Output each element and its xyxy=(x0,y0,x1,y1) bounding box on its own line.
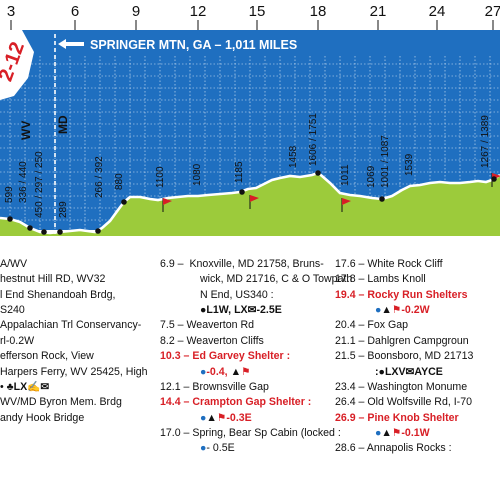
waypoint-row: N End, US340 : xyxy=(200,288,274,301)
waypoint-row: 17.0 – Spring, Bear Sp Cabin (locked : xyxy=(160,426,341,439)
services-symbols: ♣LX✍✉ xyxy=(6,380,50,393)
mile-tick-label: 15 xyxy=(249,3,266,20)
waypoint-row: 17.6 – White Rock Cliff xyxy=(335,258,443,270)
waypoint-row: 28.6 – Annapolis Rocks : xyxy=(335,442,452,455)
water-icon: ● xyxy=(375,426,382,439)
elevation-label: 880 xyxy=(114,173,125,190)
waypoint-dot xyxy=(121,199,127,205)
mile-tick-label: 27 xyxy=(485,3,500,20)
elevation-label: 1606 / 1751 xyxy=(308,113,319,166)
waypoint-row: A/WV xyxy=(0,258,28,270)
waypoint-row: rl-0.2W xyxy=(0,334,35,347)
waypoint-row: 26.4 – Old Wolfsville Rd, I-70 xyxy=(335,396,472,409)
mile-tick-label: 3 xyxy=(7,3,15,20)
mile-tick-label: 6 xyxy=(71,3,79,20)
services-icons: ●▲⚑-0.3E xyxy=(200,411,252,424)
state-label-wv: WV xyxy=(19,121,33,140)
waypoint-row: 17.8 – Lambs Knoll xyxy=(335,273,426,286)
shelter-row: 19.4 – Rocky Run Shelters xyxy=(335,288,468,301)
waypoint-row: efferson Rock, View xyxy=(0,350,94,363)
waypoint-row: Harpers Ferry, WV 25425, High xyxy=(0,365,148,378)
waypoint-row: S240 xyxy=(0,304,25,317)
waypoint-column-left: A/WV hestnut Hill RD, WV32 l End Shenand… xyxy=(0,257,148,426)
elevation-label: 1011 xyxy=(340,164,351,186)
shelter-flag-icon: ⚑ xyxy=(216,411,227,424)
elevation-label: 1185 xyxy=(234,161,245,183)
elevation-terrain xyxy=(0,173,500,250)
waypoint-row: 7.5 – Weaverton Rd xyxy=(160,319,255,332)
mile-tick-label: 18 xyxy=(310,3,327,20)
svg-text:SPRINGER MTN, GA – 1,011 MILES: SPRINGER MTN, GA – 1,011 MILES xyxy=(90,38,297,52)
shelter-row: 26.9 – Pine Knob Shelter xyxy=(335,411,459,424)
shelter-row: 14.4 – Crampton Gap Shelter : xyxy=(160,396,312,409)
waypoint-dot xyxy=(379,196,385,202)
shelter-row: 10.3 – Ed Garvey Shelter : xyxy=(160,350,291,363)
waypoint-dot xyxy=(7,216,13,222)
water-icon: ● xyxy=(200,365,207,378)
elevation-label: 266 / 392 xyxy=(94,156,105,198)
mile-tick-label: 9 xyxy=(132,3,140,20)
shelter-flag-icon: ⚑ xyxy=(391,426,402,439)
services-icons: ●▲⚑-0.2W xyxy=(375,304,430,317)
elevation-label: 599 xyxy=(4,186,15,203)
elevation-label: 1539 xyxy=(404,153,415,176)
services-icons: ●- 0.5E xyxy=(200,442,235,455)
springer-banner: SPRINGER MTN, GA – 1,011 MILES xyxy=(58,38,297,52)
waypoint-row: 20.4 – Fox Gap xyxy=(335,319,409,332)
elevation-label: 1001 / 1087 xyxy=(380,135,391,188)
mile-tick-label: 12 xyxy=(190,3,207,20)
waypoint-dot xyxy=(27,225,33,231)
mile-tick-label: 21 xyxy=(370,3,387,20)
waypoint-row: 6.9 – Knoxville, MD 21758, Bruns- xyxy=(160,258,324,270)
waypoint-dot xyxy=(95,228,101,234)
waypoint-row: 21.1 – Dahlgren Campgroun xyxy=(335,334,469,347)
services-icons: ●L1W, LX✉-2.5E xyxy=(200,304,282,317)
waypoint-dot xyxy=(491,176,497,182)
state-label-md: MD xyxy=(56,115,70,134)
shelter-flag-icon: ⚑ xyxy=(391,304,402,317)
elevation-profile-map: 2-12 WV MD SPRINGER MTN, GA – 1,011 MILE… xyxy=(0,3,500,250)
elevation-label: 450 / 297 / 250 xyxy=(34,151,45,218)
services-icons: ●▲⚑-0.1W xyxy=(375,426,430,439)
waypoint-column-right: 17.6 – White Rock Cliff 17.8 – Lambs Kno… xyxy=(335,257,473,457)
elevation-label: 1069 xyxy=(366,165,377,188)
waypoint-dot xyxy=(315,170,321,176)
mile-tick-label: 24 xyxy=(429,3,446,20)
water-icon: ● xyxy=(200,411,207,424)
waypoint-dot xyxy=(239,189,245,195)
waypoint-row: hestnut Hill RD, WV32 xyxy=(0,273,106,286)
waypoint-row: WV/MD Byron Mem. Brdg xyxy=(0,396,122,409)
elevation-label: 1080 xyxy=(192,163,203,186)
elevation-label: 1267 / 1389 xyxy=(480,115,491,168)
waypoint-row: Appalachian Trl Conservancy- xyxy=(0,319,142,332)
water-icon: ● xyxy=(375,304,382,317)
shelter-flag-icon xyxy=(249,195,259,209)
services-icons: :●LXV✉AYCE xyxy=(375,365,443,378)
services-icons: • ♣LX✍✉ xyxy=(0,380,50,393)
waypoint-dot xyxy=(41,229,47,235)
waypoint-column-middle: 6.9 – Knoxville, MD 21758, Bruns- wick, … xyxy=(160,257,352,457)
elevation-label: 1100 xyxy=(155,166,166,188)
waypoint-row: andy Hook Bridge xyxy=(0,411,85,424)
waypoint-row: l End Shenandoah Brdg, xyxy=(0,288,116,301)
elevation-label: 289 xyxy=(58,201,69,218)
water-icon: ● xyxy=(200,442,207,455)
map-number-badge: 2-12 xyxy=(0,30,34,100)
shelter-flag-icon xyxy=(341,198,351,212)
shelter-flag-icon xyxy=(162,198,172,212)
elevation-label: 1458 xyxy=(288,145,299,168)
waypoint-row: 8.2 – Weaverton Cliffs xyxy=(160,334,264,347)
elevation-label: 336 / 440 xyxy=(18,161,29,203)
services-icons: ●-0.4, ▲⚑ xyxy=(200,365,251,378)
waypoint-row: wick, MD 21716, C & O Towpath xyxy=(200,273,353,286)
shelter-flag-icon: ⚑ xyxy=(241,365,251,378)
waypoint-dot xyxy=(57,229,63,235)
waypoint-row: 12.1 – Brownsville Gap xyxy=(160,380,269,393)
waypoint-row: 21.5 – Boonsboro, MD 21713 xyxy=(335,350,474,363)
waypoint-row: 23.4 – Washington Monume xyxy=(335,380,468,393)
